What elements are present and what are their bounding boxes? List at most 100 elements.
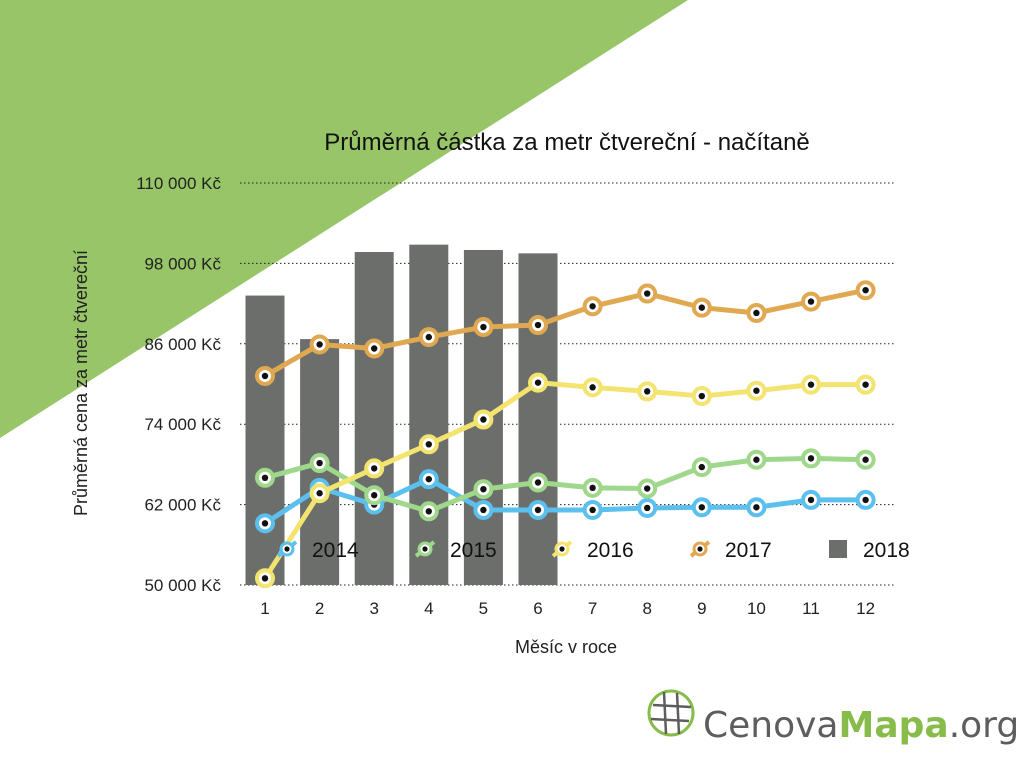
legend-swatch-2018 xyxy=(829,540,847,558)
y-tick-label: 62 000 Kč xyxy=(144,496,221,515)
globe-grid-icon xyxy=(647,689,695,737)
point-dot-2015-month-3 xyxy=(371,492,378,499)
x-tick-label: 11 xyxy=(802,599,820,618)
brand-name: CenovaMapa.org xyxy=(703,705,1019,746)
point-dot-2014-month-7 xyxy=(589,506,596,514)
line-series xyxy=(255,280,876,589)
x-tick-label: 4 xyxy=(424,599,433,618)
point-dot-2017-month-11 xyxy=(807,298,815,305)
legend-label-2017: 2017 xyxy=(725,539,772,562)
legend-item-2017: 2017 xyxy=(689,539,772,562)
x-tick-label: 3 xyxy=(369,599,378,618)
point-dot-2016-month-2 xyxy=(316,490,323,497)
point-dot-2016-month-11 xyxy=(807,381,815,388)
x-tick-label: 8 xyxy=(642,599,651,618)
legend-item-2018: 2018 xyxy=(829,539,910,562)
point-dot-2014-month-1 xyxy=(261,520,269,527)
point-dot-2016-month-1 xyxy=(261,575,269,582)
point-dot-2014-month-11 xyxy=(807,496,815,504)
bar-2018-month-3 xyxy=(354,252,394,585)
bar-2018-month-6 xyxy=(518,253,558,585)
y-axis-ticks: 50 000 Kč 62 000 Kč 74 000 Kč 86 000 Kč 98 0… xyxy=(136,174,221,595)
brand-name-mapa: Mapa xyxy=(839,705,949,746)
legend-marker-dot-2014 xyxy=(284,546,290,552)
bar-series-2018 xyxy=(245,244,558,585)
legend: 2014 2015 2016 2017 2018 xyxy=(276,539,910,562)
point-dot-2017-month-2 xyxy=(316,341,323,348)
point-dot-2016-month-7 xyxy=(589,384,596,391)
x-tick-label: 2 xyxy=(315,599,324,618)
chart-title: Průměrná částka za metr čtvereční - načí… xyxy=(324,129,810,156)
brand-logo: CenovaMapa.org xyxy=(647,689,1019,746)
point-dot-2014-month-12 xyxy=(862,496,869,504)
point-dot-2015-month-1 xyxy=(261,474,269,481)
point-dot-2016-month-4 xyxy=(425,441,432,448)
x-tick-label: 5 xyxy=(479,599,488,618)
y-tick-label: 50 000 Kč xyxy=(144,576,221,595)
point-dot-2015-month-5 xyxy=(480,485,487,493)
point-dot-2016-month-10 xyxy=(753,387,760,394)
decorative-green-triangle xyxy=(0,0,688,438)
point-dot-2016-month-9 xyxy=(698,392,705,400)
x-axis-ticks: 1 2 3 4 5 6 7 8 9 10 11 12 xyxy=(260,599,875,618)
point-dot-2017-month-1 xyxy=(261,372,269,380)
point-dot-2014-month-9 xyxy=(698,504,705,511)
legend-item-2016: 2016 xyxy=(551,539,634,562)
line-series-2015 xyxy=(255,448,876,522)
point-dot-2014-month-6 xyxy=(534,506,542,514)
bar-2018-month-4 xyxy=(409,244,449,585)
x-tick-label: 1 xyxy=(260,599,269,618)
brand-name-org: .org xyxy=(949,705,1020,746)
point-dot-2016-month-8 xyxy=(644,388,651,395)
y-axis-title: Průměrná cena za metr čtvereční xyxy=(71,250,91,516)
x-axis-title: Měsíc v roce xyxy=(515,637,617,657)
legend-item-2015: 2015 xyxy=(414,539,497,562)
point-dot-2016-month-6 xyxy=(534,379,542,386)
y-tick-label: 110 000 Kč xyxy=(136,174,221,193)
point-dot-2017-month-12 xyxy=(862,287,869,294)
y-tick-label: 98 000 Kč xyxy=(144,254,221,273)
point-dot-2015-month-9 xyxy=(698,463,705,471)
y-tick-label: 86 000 Kč xyxy=(144,335,221,354)
point-dot-2017-month-6 xyxy=(534,321,542,329)
point-dot-2015-month-12 xyxy=(862,456,869,463)
point-dot-2017-month-7 xyxy=(589,303,596,310)
point-dot-2015-month-7 xyxy=(589,484,596,492)
point-dot-2015-month-11 xyxy=(807,455,815,462)
x-tick-label: 6 xyxy=(533,599,542,618)
point-dot-2017-month-3 xyxy=(371,345,378,352)
line-series-2017 xyxy=(255,280,876,386)
legend-marker-dot-2016 xyxy=(559,546,565,552)
bar-2018-month-1 xyxy=(245,295,285,585)
x-tick-label: 9 xyxy=(697,599,706,618)
x-tick-label: 10 xyxy=(747,599,766,618)
point-dot-2014-month-10 xyxy=(753,504,760,511)
point-dot-2016-month-3 xyxy=(371,465,378,472)
legend-item-2014: 2014 xyxy=(276,539,359,562)
point-dot-2016-month-12 xyxy=(862,381,869,388)
point-dot-2014-month-8 xyxy=(644,504,651,512)
legend-label-2014: 2014 xyxy=(312,539,359,562)
point-dot-2015-month-8 xyxy=(644,485,651,492)
point-dot-2017-month-9 xyxy=(698,304,705,311)
y-tick-label: 74 000 Kč xyxy=(144,415,221,434)
point-dot-2015-month-2 xyxy=(316,459,323,467)
point-dot-2015-month-4 xyxy=(425,508,432,515)
legend-label-2018: 2018 xyxy=(863,539,910,562)
point-dot-2017-month-10 xyxy=(753,309,760,317)
legend-label-2015: 2015 xyxy=(450,539,497,562)
point-dot-2017-month-8 xyxy=(644,290,651,297)
point-dot-2017-month-4 xyxy=(425,333,432,341)
point-dot-2014-month-5 xyxy=(480,506,487,514)
point-dot-2014-month-4 xyxy=(425,475,432,483)
point-dot-2017-month-5 xyxy=(480,323,487,331)
brand-name-cenova: Cenova xyxy=(703,705,839,746)
legend-marker-dot-2017 xyxy=(697,546,703,552)
point-dot-2015-month-6 xyxy=(534,479,542,486)
legend-label-2016: 2016 xyxy=(587,539,634,562)
legend-marker-dot-2015 xyxy=(422,546,428,552)
x-tick-label: 12 xyxy=(856,599,875,618)
point-dot-2015-month-10 xyxy=(753,456,760,463)
line-series-2016 xyxy=(255,372,876,589)
